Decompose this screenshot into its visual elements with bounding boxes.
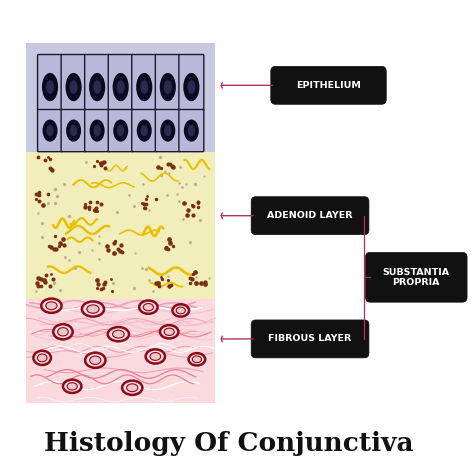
Ellipse shape [33, 351, 51, 365]
Ellipse shape [192, 356, 201, 363]
Ellipse shape [42, 73, 58, 101]
Ellipse shape [53, 324, 73, 339]
Text: EPITHELIUM: EPITHELIUM [296, 81, 361, 90]
Ellipse shape [137, 119, 152, 142]
Ellipse shape [113, 119, 128, 142]
Ellipse shape [90, 356, 101, 365]
Ellipse shape [112, 330, 124, 338]
Ellipse shape [146, 349, 165, 364]
FancyBboxPatch shape [179, 55, 204, 111]
Ellipse shape [46, 302, 57, 310]
Ellipse shape [164, 328, 174, 336]
FancyBboxPatch shape [155, 109, 180, 152]
FancyBboxPatch shape [365, 252, 467, 302]
FancyBboxPatch shape [179, 109, 204, 152]
Text: SUBSTANTIA
PROPRIA: SUBSTANTIA PROPRIA [383, 268, 450, 287]
Ellipse shape [141, 125, 148, 136]
Ellipse shape [160, 119, 175, 142]
Ellipse shape [85, 353, 105, 368]
FancyBboxPatch shape [108, 109, 133, 152]
Ellipse shape [70, 80, 78, 94]
FancyBboxPatch shape [26, 152, 215, 299]
FancyBboxPatch shape [251, 197, 369, 235]
Ellipse shape [184, 119, 199, 142]
Ellipse shape [173, 304, 189, 317]
FancyBboxPatch shape [271, 66, 386, 104]
FancyBboxPatch shape [37, 109, 63, 152]
FancyBboxPatch shape [61, 55, 86, 111]
Ellipse shape [160, 73, 176, 101]
Ellipse shape [183, 73, 200, 101]
FancyBboxPatch shape [155, 55, 180, 111]
FancyBboxPatch shape [251, 320, 369, 358]
Ellipse shape [187, 80, 195, 94]
Text: Histology Of Conjunctiva: Histology Of Conjunctiva [45, 431, 414, 456]
Ellipse shape [127, 384, 138, 392]
FancyBboxPatch shape [85, 109, 109, 152]
Ellipse shape [66, 119, 81, 142]
Ellipse shape [41, 299, 62, 313]
Ellipse shape [108, 327, 129, 341]
Ellipse shape [139, 301, 158, 314]
Ellipse shape [58, 328, 68, 336]
Ellipse shape [164, 125, 172, 136]
Ellipse shape [63, 380, 82, 393]
Ellipse shape [143, 303, 154, 311]
FancyBboxPatch shape [132, 55, 157, 111]
Ellipse shape [136, 73, 152, 101]
Ellipse shape [117, 125, 124, 136]
Ellipse shape [37, 354, 47, 362]
Ellipse shape [188, 125, 195, 136]
FancyBboxPatch shape [132, 109, 157, 152]
Ellipse shape [164, 80, 172, 94]
Ellipse shape [113, 73, 129, 101]
Ellipse shape [70, 125, 77, 136]
Ellipse shape [189, 353, 205, 365]
Ellipse shape [89, 73, 105, 101]
Ellipse shape [93, 125, 101, 136]
Ellipse shape [93, 80, 101, 94]
Ellipse shape [87, 305, 99, 313]
FancyBboxPatch shape [26, 43, 215, 152]
Ellipse shape [65, 73, 82, 101]
Ellipse shape [90, 119, 105, 142]
Ellipse shape [160, 325, 178, 338]
FancyBboxPatch shape [108, 55, 133, 111]
Ellipse shape [122, 381, 142, 395]
Ellipse shape [43, 119, 57, 142]
Ellipse shape [82, 301, 104, 317]
FancyBboxPatch shape [85, 55, 109, 111]
Ellipse shape [140, 80, 148, 94]
Ellipse shape [117, 80, 125, 94]
Ellipse shape [67, 383, 77, 390]
FancyBboxPatch shape [26, 299, 215, 403]
FancyBboxPatch shape [37, 55, 63, 111]
Ellipse shape [46, 125, 54, 136]
Text: ADENOID LAYER: ADENOID LAYER [267, 211, 353, 220]
Ellipse shape [46, 80, 54, 94]
FancyBboxPatch shape [61, 109, 86, 152]
Text: FIBROUS LAYER: FIBROUS LAYER [268, 335, 352, 343]
Ellipse shape [176, 307, 185, 314]
Ellipse shape [150, 353, 161, 360]
